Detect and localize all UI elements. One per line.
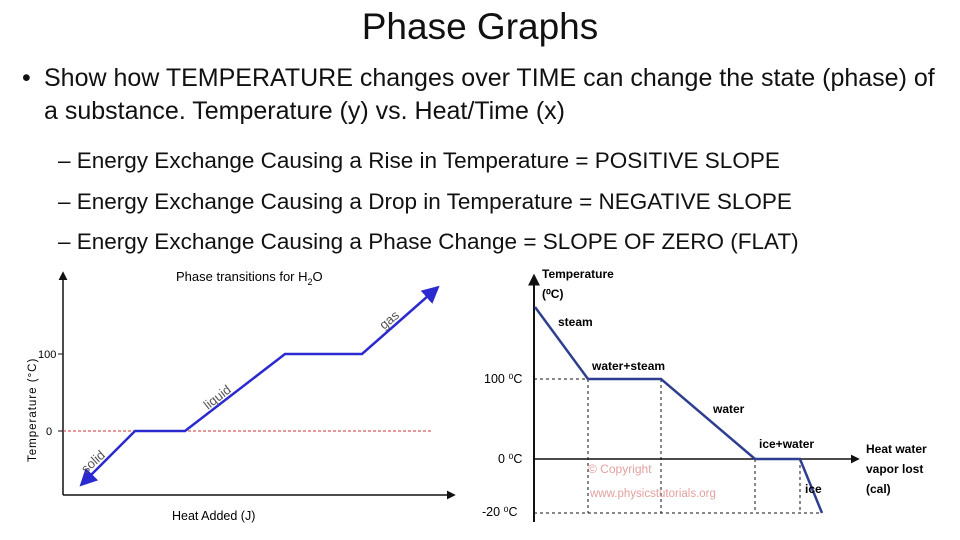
right-tick-minus20: -20 ⁰C: [482, 505, 518, 519]
x-caption-3: (cal): [866, 482, 891, 496]
label-water-steam: water+steam: [591, 359, 665, 373]
bullet-text: Show how TEMPERATURE changes over TIME c…: [44, 64, 935, 125]
left-x-axis-label: Heat Added (J): [172, 509, 255, 523]
label-ice-water: ice+water: [759, 437, 814, 451]
sub-bullet-positive: – Energy Exchange Causing a Rise in Temp…: [58, 148, 780, 173]
label-solid: solid: [78, 447, 108, 476]
label-gas: gas: [376, 307, 402, 332]
right-y-label-1: Temperature: [542, 267, 614, 281]
right-y-label-2: (⁰C): [542, 287, 563, 301]
label-ice: ice: [805, 482, 822, 496]
label-liquid: liquid: [201, 382, 234, 413]
left-heating-curve: [79, 285, 440, 487]
slide-title: Phase Graphs: [361, 6, 599, 47]
tick-label-0: 0: [46, 426, 52, 438]
tick-label-100: 100: [38, 349, 56, 361]
left-chart-title: Phase transitions for H2O: [176, 269, 323, 287]
sub-bullet-flat: – Energy Exchange Causing a Phase Change…: [58, 229, 799, 254]
sub-bullet-negative: – Energy Exchange Causing a Drop in Temp…: [58, 189, 792, 214]
label-steam: steam: [558, 315, 593, 329]
left-y-axis-label: Temperature (°C): [27, 358, 39, 462]
watermark-copyright: © Copyright: [588, 462, 652, 476]
label-water: water: [712, 402, 745, 416]
x-caption-1: Heat water: [866, 442, 927, 456]
x-caption-2: vapor lost: [866, 462, 923, 476]
right-tick-100: 100 ⁰C: [484, 372, 522, 386]
watermark-url: www.physicstutorials.org: [589, 488, 716, 500]
bullet-mark: •: [22, 64, 31, 92]
right-cooling-curve: [533, 306, 824, 514]
right-tick-0: 0 ⁰C: [498, 452, 522, 466]
